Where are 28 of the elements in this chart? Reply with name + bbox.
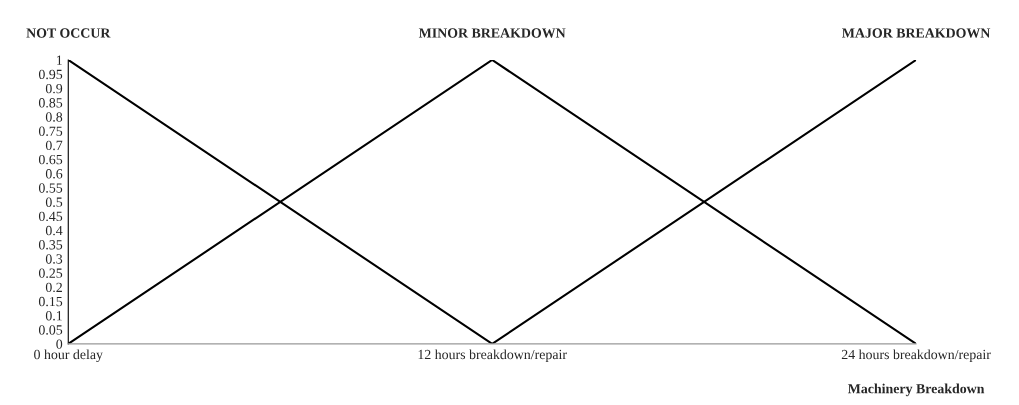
- y-tick-label: 0.65: [38, 154, 63, 165]
- y-tick-label: 0.25: [38, 268, 63, 278]
- y-tick-label: 0.75: [38, 126, 63, 136]
- series-label: MAJOR BREAKDOWN: [842, 28, 991, 38]
- x-tick-label: 12 hours breakdown/repair: [418, 349, 567, 362]
- y-tick-label: 0.2: [45, 282, 62, 293]
- x-tick-label: 0 hour delay: [34, 349, 103, 363]
- y-tick-label: 0.4: [45, 225, 63, 236]
- x-axis-title: Machinery Breakdown: [847, 383, 985, 397]
- y-tick-label: 0.35: [38, 240, 63, 250]
- y-tick-label: 0.3: [45, 254, 63, 264]
- y-tick-label: 0.95: [38, 69, 63, 80]
- y-tick-label: 1: [56, 55, 62, 65]
- y-tick-label: 0.6: [45, 169, 63, 179]
- y-tick-label: 0.85: [38, 98, 63, 108]
- y-tick-label: 0.55: [38, 183, 63, 193]
- x-tick-label: 24 hours breakdown/repair: [841, 349, 991, 362]
- y-tick-label: 0.05: [38, 325, 63, 335]
- series-label: MINOR BREAKDOWN: [418, 28, 566, 38]
- y-tick-label: 0.7: [45, 140, 63, 151]
- y-tick-label: 0.9: [45, 83, 63, 94]
- y-tick-label: 0.5: [45, 197, 63, 207]
- y-tick-label: 0: [56, 339, 63, 349]
- y-tick-label: 0.8: [45, 112, 63, 122]
- y-tick-label: 0.15: [38, 296, 63, 307]
- y-tick-label: 0.45: [38, 211, 63, 222]
- series-label: NOT OCCUR: [26, 28, 111, 38]
- y-tick-label: 0.1: [45, 311, 62, 321]
